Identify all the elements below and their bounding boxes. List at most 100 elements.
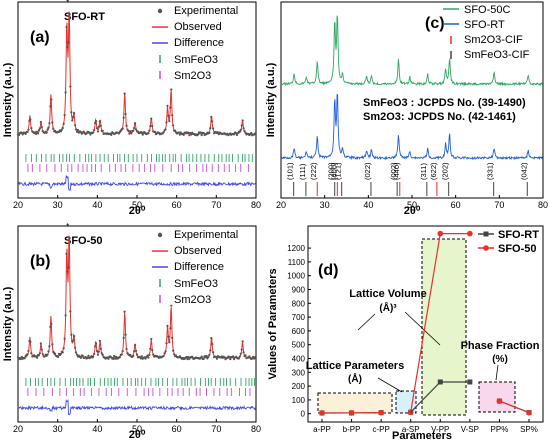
experimental-point [75, 353, 79, 356]
sfo-50-point [319, 410, 325, 416]
experimental-point [162, 131, 165, 134]
experimental-point [101, 129, 104, 133]
experimental-point [187, 355, 190, 359]
experimental-point [70, 333, 73, 336]
experimental-point [211, 120, 214, 123]
experimental-point [185, 355, 188, 359]
legend-sm2o3: Sm2O3 [174, 294, 211, 306]
experimental-point [121, 127, 124, 130]
experimental-point [170, 88, 173, 91]
lattice-volume-arrow-2 [357, 313, 376, 331]
experimental-point [120, 353, 123, 356]
legend-difference: Difference [174, 37, 224, 49]
experimental-point [61, 351, 64, 354]
legend-observed: Observed [174, 21, 222, 33]
experimental-point [27, 128, 30, 131]
experimental-point [39, 342, 42, 345]
experimental-point [46, 128, 49, 131]
experimental-point [177, 131, 180, 134]
experimental-point [140, 131, 143, 134]
panel-b-ylabel: Intensity (a.u.) [2, 286, 14, 361]
experimental-point [95, 127, 99, 130]
phase-fraction-label: Phase Fraction [461, 340, 540, 352]
experimental-point [228, 355, 231, 358]
experimental-point [113, 354, 116, 358]
cif-label: (400) [329, 162, 338, 180]
experimental-point [97, 350, 101, 353]
experimental-point [68, 237, 71, 240]
legend-sfort: SFO-RT [464, 19, 505, 31]
experimental-point [79, 356, 82, 359]
experimental-point [96, 130, 100, 133]
panel-b-letter: (b) [30, 253, 50, 270]
experimental-point [35, 130, 39, 133]
experimental-point [242, 127, 245, 130]
experimental-point [211, 343, 214, 346]
experimental-point [178, 133, 181, 136]
experimental-point [187, 131, 190, 134]
y-tick-label: 900 [292, 285, 306, 294]
experimental-point [242, 351, 245, 354]
experimental-point [205, 354, 208, 358]
experimental-point [147, 356, 150, 359]
legend-smfeo3-cif: SmFeO3-CIF [464, 49, 530, 61]
experimental-point [56, 355, 60, 359]
sfo-50-point [378, 409, 384, 416]
experimental-point [232, 355, 235, 358]
experimental-point [48, 345, 51, 348]
experimental-point [65, 25, 68, 29]
y-tick-label: 1000 [287, 272, 305, 281]
panel-a: (a) SFO-RT Intensity (a.u.) 2θ⁰ Experime… [2, 0, 261, 217]
experimental-point [223, 356, 226, 359]
experimental-point [62, 122, 65, 125]
experimental-point [94, 120, 98, 123]
experimental-point [79, 131, 82, 134]
experimental-point [208, 353, 211, 356]
experimental-point [167, 114, 170, 117]
experimental-point [101, 353, 104, 356]
panel-c: (c) Intensity (a.u.) 2θ⁰ SFO-50C SFO-RT … [265, 1, 548, 217]
panel-c-xlabel: 2θ⁰ [404, 205, 421, 217]
experimental-point [133, 343, 137, 347]
panel-a-sample: SFO-RT [64, 11, 105, 23]
experimental-point [96, 353, 100, 356]
experimental-point [212, 127, 215, 130]
cif-label: (440) [392, 162, 401, 180]
x-tick-label: 30 [320, 200, 330, 210]
sfo-50-point [496, 398, 503, 404]
experimental-point [60, 128, 63, 131]
experimental-point [214, 355, 218, 358]
legend-experimental: Experimental [174, 5, 238, 17]
experimental-point [24, 132, 27, 136]
x-tick-label: 40 [363, 200, 373, 210]
experimental-point [164, 128, 167, 131]
legend-sfo50-marker [483, 245, 489, 251]
panel-c-letter: (c) [425, 15, 445, 32]
x-tick-label: b-PP [343, 425, 361, 434]
legend-sfo50c: SFO-50C [464, 4, 511, 16]
experimental-point [97, 125, 101, 128]
experimental-point [47, 350, 50, 353]
legend-observed: Observed [174, 245, 222, 257]
cif-label: (311) [419, 163, 428, 180]
experimental-point [81, 354, 84, 358]
panel-a-legend: Experimental Observed Difference SmFeO3 … [152, 5, 238, 82]
y-tick-label: 100 [292, 396, 306, 405]
experimental-point [244, 354, 247, 357]
experimental-point [114, 355, 118, 358]
experimental-point [73, 334, 76, 338]
experimental-point [240, 124, 243, 127]
experimental-point [164, 350, 167, 353]
cif-label: (202) [441, 162, 450, 180]
experimental-point [118, 355, 121, 359]
experimental-point [153, 130, 157, 133]
experimental-point [215, 357, 219, 360]
panel-d-letter: (d) [318, 262, 338, 279]
experimental-point [62, 347, 65, 350]
x-tick-label: c-PP [372, 425, 389, 434]
experimental-point [208, 131, 211, 134]
experimental-point [23, 357, 26, 360]
panel-a-xlabel: 2θ⁰ [129, 205, 146, 217]
experimental-point [239, 128, 242, 131]
